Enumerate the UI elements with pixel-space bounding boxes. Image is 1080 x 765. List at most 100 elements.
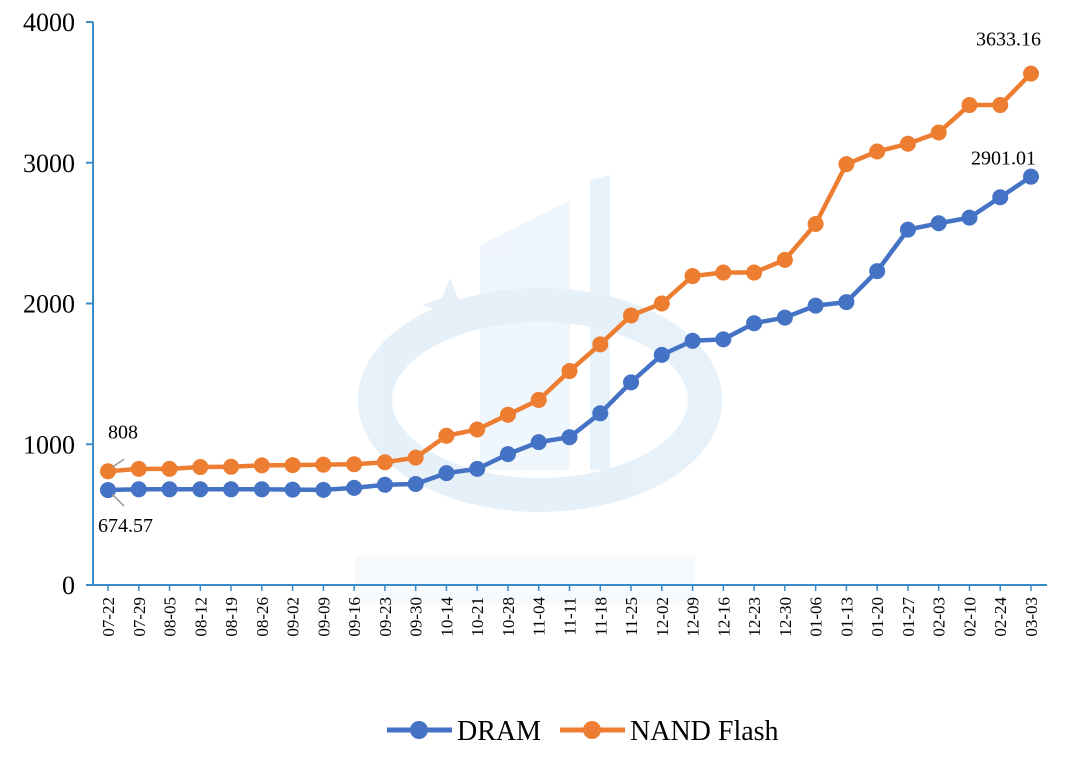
watermark-logo bbox=[355, 175, 722, 605]
data-point-nand-flash bbox=[192, 459, 209, 476]
data-point-dram bbox=[530, 434, 547, 451]
data-point-nand-flash bbox=[561, 363, 578, 380]
data-label-leader bbox=[111, 493, 125, 507]
x-tick-label: 02-24 bbox=[991, 597, 1010, 637]
x-tick-label: 09-16 bbox=[345, 597, 364, 637]
data-point-dram bbox=[469, 460, 486, 477]
x-tick-label: 12-02 bbox=[653, 597, 672, 637]
data-point-nand-flash bbox=[869, 143, 886, 160]
data-label: 3633.16 bbox=[976, 29, 1041, 51]
y-tick-label: 4000 bbox=[23, 8, 75, 37]
data-point-dram bbox=[223, 481, 240, 498]
x-tick-label: 08-05 bbox=[161, 597, 180, 637]
x-tick-label: 01-20 bbox=[868, 597, 887, 637]
data-point-dram bbox=[930, 215, 947, 232]
data-point-nand-flash bbox=[715, 264, 732, 281]
data-point-nand-flash bbox=[130, 460, 147, 477]
data-point-nand-flash bbox=[807, 215, 824, 232]
data-point-nand-flash bbox=[469, 421, 486, 438]
legend-marker-dram bbox=[410, 721, 428, 739]
y-tick-label: 2000 bbox=[23, 290, 75, 319]
data-point-nand-flash bbox=[653, 295, 670, 312]
data-point-nand-flash bbox=[161, 460, 178, 477]
data-point-dram bbox=[376, 476, 393, 493]
data-point-dram bbox=[776, 309, 793, 326]
x-tick-label: 08-19 bbox=[222, 597, 241, 637]
data-point-nand-flash bbox=[746, 264, 763, 281]
data-point-dram bbox=[130, 481, 147, 498]
data-point-dram bbox=[346, 479, 363, 496]
data-point-nand-flash bbox=[899, 135, 916, 152]
data-point-nand-flash bbox=[623, 307, 640, 324]
x-tick-label: 08-12 bbox=[191, 597, 210, 637]
x-tick-label: 10-14 bbox=[437, 597, 456, 637]
data-point-nand-flash bbox=[253, 457, 270, 474]
data-point-dram bbox=[192, 481, 209, 498]
x-tick-label: 12-30 bbox=[776, 597, 795, 637]
data-point-nand-flash bbox=[684, 268, 701, 285]
data-point-nand-flash bbox=[592, 336, 609, 353]
data-point-dram bbox=[623, 374, 640, 391]
x-tick-label: 10-21 bbox=[468, 597, 487, 637]
x-tick-label: 11-11 bbox=[561, 597, 580, 635]
data-point-nand-flash bbox=[930, 124, 947, 141]
data-point-nand-flash bbox=[992, 97, 1009, 114]
legend: DRAM NAND Flash bbox=[387, 716, 779, 747]
x-tick-label: 12-09 bbox=[684, 597, 703, 637]
data-point-dram bbox=[561, 429, 578, 446]
x-tick-label: 10-28 bbox=[499, 597, 518, 637]
x-tick-label: 09-30 bbox=[407, 597, 426, 637]
data-point-nand-flash bbox=[315, 456, 332, 473]
data-point-nand-flash bbox=[530, 391, 547, 408]
data-point-dram bbox=[407, 475, 424, 492]
data-point-dram bbox=[992, 189, 1009, 206]
x-tick-label: 11-04 bbox=[530, 597, 549, 637]
data-point-dram bbox=[961, 209, 978, 226]
data-point-nand-flash bbox=[961, 97, 978, 114]
x-tick-label: 07-22 bbox=[99, 597, 118, 637]
y-tick-label: 3000 bbox=[23, 149, 75, 178]
data-point-nand-flash bbox=[376, 454, 393, 471]
data-point-dram bbox=[899, 221, 916, 238]
x-tick-label: 12-23 bbox=[745, 597, 764, 637]
data-point-nand-flash bbox=[838, 156, 855, 173]
x-tick-label: 11-25 bbox=[622, 597, 641, 636]
data-point-nand-flash bbox=[499, 406, 516, 423]
legend-marker-nand bbox=[583, 721, 601, 739]
data-point-dram bbox=[715, 331, 732, 348]
data-point-dram bbox=[746, 315, 763, 332]
data-point-dram bbox=[499, 446, 516, 463]
data-point-dram bbox=[161, 481, 178, 498]
data-label: 674.57 bbox=[98, 515, 153, 537]
data-label: 808 bbox=[108, 421, 138, 443]
data-point-nand-flash bbox=[223, 458, 240, 475]
data-point-dram bbox=[438, 465, 455, 482]
data-point-dram bbox=[1023, 168, 1039, 185]
y-tick-label: 1000 bbox=[23, 430, 75, 459]
data-point-dram bbox=[684, 332, 701, 349]
data-label-leader bbox=[111, 458, 125, 468]
x-tick-label: 03-03 bbox=[1022, 597, 1041, 637]
x-tick-label: 07-29 bbox=[130, 597, 149, 637]
data-point-dram bbox=[592, 405, 609, 422]
x-tick-label: 01-27 bbox=[899, 597, 918, 637]
x-tick-label: 09-02 bbox=[284, 597, 303, 637]
data-point-nand-flash bbox=[776, 251, 793, 268]
x-tick-label: 09-09 bbox=[314, 597, 333, 637]
data-point-dram bbox=[869, 263, 886, 280]
data-point-dram bbox=[253, 481, 270, 498]
x-tick-label: 09-23 bbox=[376, 597, 395, 637]
legend-label-nand: NAND Flash bbox=[630, 716, 779, 747]
data-point-dram bbox=[807, 297, 824, 314]
legend-label-dram: DRAM bbox=[457, 716, 541, 747]
x-tick-label: 01-13 bbox=[837, 597, 856, 637]
x-tick-label: 11-18 bbox=[591, 597, 610, 636]
data-point-nand-flash bbox=[1023, 65, 1039, 82]
x-tick-label: 02-10 bbox=[960, 597, 979, 637]
data-label: 2901.01 bbox=[971, 148, 1036, 170]
x-tick-label: 02-03 bbox=[930, 597, 949, 637]
x-tick-label: 08-26 bbox=[253, 597, 272, 637]
data-point-dram bbox=[315, 481, 332, 498]
y-tick-label: 0 bbox=[62, 571, 75, 600]
data-point-nand-flash bbox=[284, 457, 301, 474]
